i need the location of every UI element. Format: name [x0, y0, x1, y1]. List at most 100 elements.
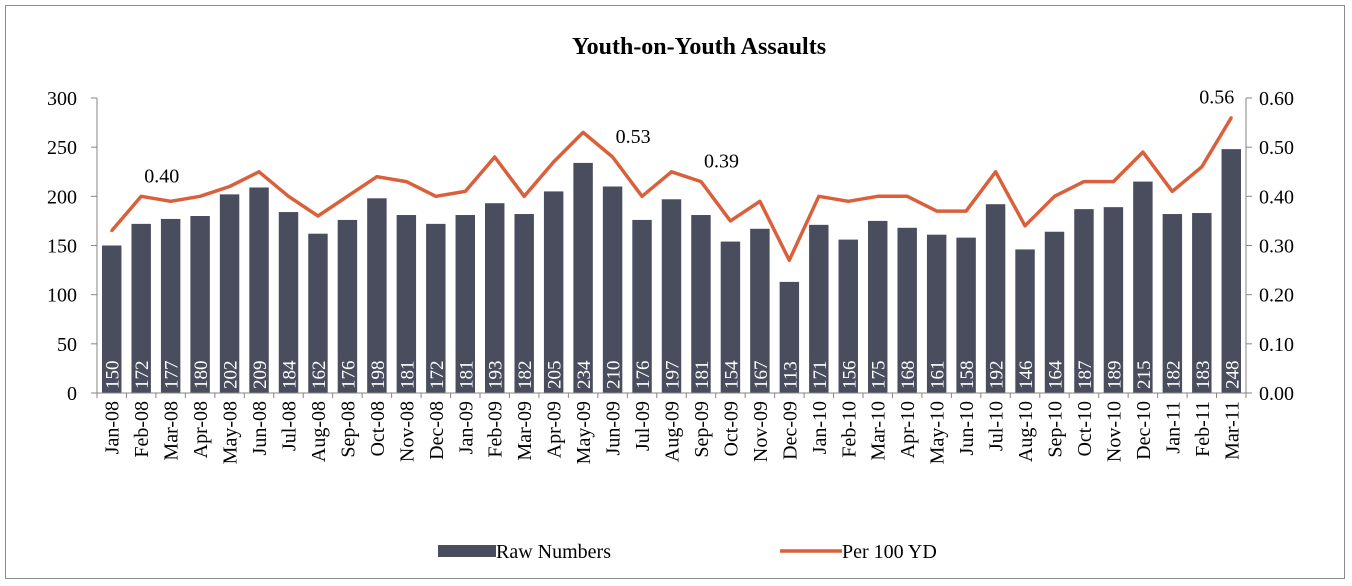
line-series — [110, 116, 1233, 262]
x-tick-label: Jan-10 — [809, 401, 831, 454]
bar-data-label: 161 — [928, 361, 949, 390]
bar-data-label: 154 — [721, 360, 742, 389]
x-tick-label: Sep-08 — [337, 401, 359, 458]
bar — [661, 199, 682, 393]
line-point — [552, 160, 556, 164]
line-point — [493, 155, 497, 159]
line-point — [1141, 150, 1145, 154]
legend-label-raw-numbers: Raw Numbers — [496, 541, 611, 563]
bar-data-label: 189 — [1104, 361, 1125, 390]
bar-data-label: 197 — [663, 361, 684, 390]
line-point — [463, 189, 467, 193]
bar-data-label: 210 — [604, 361, 625, 390]
x-tick-label: Aug-08 — [308, 401, 330, 462]
bar-data-label: 184 — [280, 360, 301, 389]
bar — [160, 218, 181, 393]
bar — [956, 237, 976, 393]
line-point — [169, 199, 173, 203]
x-tick-label: Mar-08 — [161, 401, 183, 461]
bar — [838, 239, 858, 393]
line-point — [964, 209, 968, 213]
x-tick-label: Dec-08 — [426, 401, 448, 460]
line-point — [1053, 194, 1056, 198]
bar — [985, 204, 1006, 393]
bar-data-label: 181 — [692, 361, 713, 390]
x-tick-label: Dec-10 — [1133, 401, 1155, 460]
bar — [779, 281, 800, 393]
bar — [1192, 213, 1212, 393]
bar — [455, 215, 475, 393]
line-point — [994, 170, 998, 174]
x-tick-label: Oct-09 — [720, 401, 742, 457]
x-tick-label: Nov-08 — [396, 401, 418, 462]
left-tick-label: 0 — [67, 383, 77, 405]
bar — [632, 219, 652, 393]
bar-data-label: 167 — [751, 361, 772, 390]
x-tick-label: Jan-11 — [1162, 401, 1184, 454]
bar-data-label: 193 — [486, 361, 507, 390]
line-annotation: 0.56 — [1199, 87, 1234, 109]
bar-data-label: 182 — [1163, 361, 1184, 390]
bar-data-label: 215 — [1134, 361, 1155, 390]
line-point — [1082, 180, 1086, 184]
x-tick-label: May-10 — [927, 401, 949, 464]
legend-swatch-raw-numbers — [438, 545, 496, 557]
line-point — [404, 180, 408, 184]
bar — [602, 186, 623, 393]
line-point — [758, 199, 762, 203]
line-point — [316, 214, 320, 218]
line-point — [728, 219, 732, 223]
x-tick-label: Apr-08 — [190, 401, 212, 458]
bar — [396, 215, 417, 393]
bar-data-label: 158 — [957, 361, 978, 390]
bar-data-label: 187 — [1075, 361, 1096, 390]
line-point — [375, 175, 379, 179]
bar — [249, 187, 269, 393]
x-tick-label: Feb-10 — [838, 401, 860, 458]
x-tick-label: Feb-11 — [1192, 401, 1214, 457]
bar-series — [102, 149, 1241, 393]
x-tick-label: Apr-09 — [544, 401, 566, 458]
right-tick-label: 0.50 — [1259, 137, 1294, 159]
bar — [337, 219, 358, 393]
left-tick-label: 250 — [47, 137, 77, 159]
line-point — [935, 209, 939, 213]
line-point — [876, 194, 880, 198]
x-tick-label: May-08 — [220, 401, 242, 464]
x-tick-label: Jul-08 — [279, 401, 301, 451]
left-tick-label: 100 — [47, 285, 77, 307]
line-annotation: 0.40 — [144, 165, 179, 187]
bar-data-label: 162 — [309, 361, 330, 390]
x-tick-label: Jul-10 — [986, 401, 1008, 451]
x-tick-label: Mar-10 — [868, 401, 890, 461]
bar-data-label: 205 — [545, 361, 566, 390]
x-tick-label: Nov-09 — [750, 401, 772, 462]
bar — [926, 234, 947, 393]
bar — [543, 191, 564, 393]
bar-data-label: 177 — [162, 361, 183, 390]
bar-data-label: 168 — [898, 361, 919, 390]
x-tick-label: May-09 — [573, 401, 595, 464]
left-tick-label: 300 — [47, 88, 77, 110]
bar — [1103, 207, 1124, 393]
x-tick-label: Feb-08 — [131, 401, 153, 458]
bar-data-label: 156 — [839, 361, 860, 390]
bar — [131, 223, 151, 393]
x-tick-label: Mar-11 — [1221, 401, 1243, 460]
x-tick-label: Feb-09 — [485, 401, 507, 458]
bar — [102, 245, 122, 393]
bar-data-label: 171 — [810, 361, 831, 390]
line-point — [670, 170, 673, 174]
right-tick-label: 0.20 — [1259, 285, 1294, 307]
x-tick-label: Jun-10 — [956, 401, 978, 455]
x-tick-label: Jun-08 — [249, 401, 271, 455]
bar — [485, 203, 505, 393]
bar — [868, 220, 888, 393]
x-tick-label: Sep-09 — [691, 401, 713, 458]
bar-data-label: 164 — [1046, 360, 1067, 389]
line-point — [345, 194, 349, 198]
right-tick-label: 0.00 — [1259, 383, 1294, 405]
x-tick-label: Oct-10 — [1074, 401, 1096, 457]
bar — [809, 224, 829, 393]
bar — [367, 198, 387, 393]
